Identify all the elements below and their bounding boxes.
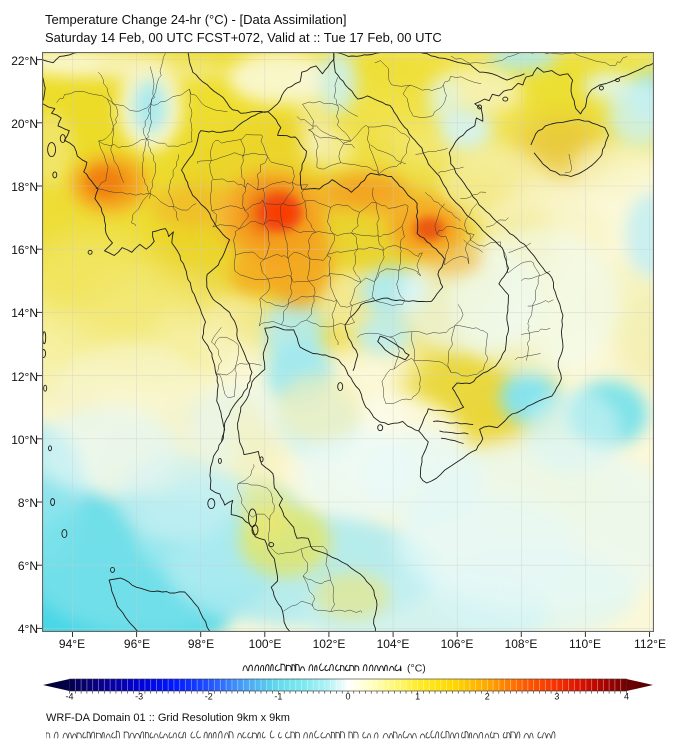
svg-text:-1: -1 <box>274 692 282 702</box>
svg-text:0: 0 <box>345 692 350 702</box>
svg-text:-4: -4 <box>65 692 73 702</box>
svg-text:1: 1 <box>415 692 420 702</box>
svg-text:4: 4 <box>624 692 629 702</box>
svg-text:3: 3 <box>554 692 559 702</box>
svg-text:2: 2 <box>485 692 490 702</box>
svg-text:-3: -3 <box>135 692 143 702</box>
svg-text:-2: -2 <box>205 692 213 702</box>
